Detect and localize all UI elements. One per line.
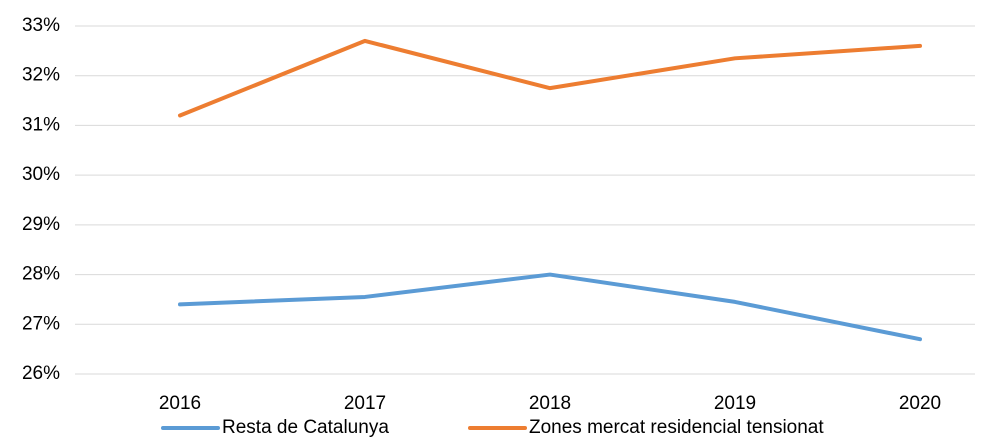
y-tick-label: 33%: [22, 15, 60, 36]
y-tick-label: 31%: [22, 114, 60, 135]
legend-label: Resta de Catalunya: [222, 417, 389, 438]
y-tick-label: 28%: [22, 264, 60, 285]
y-tick-label: 30%: [22, 164, 60, 185]
y-tick-label: 32%: [22, 65, 60, 86]
x-tick-label: 2017: [344, 393, 386, 414]
x-tick-label: 2020: [899, 393, 941, 414]
legend-label: Zones mercat residencial tensionat: [529, 417, 824, 438]
x-tick-label: 2018: [529, 393, 571, 414]
y-tick-label: 29%: [22, 214, 60, 235]
y-tick-label: 27%: [22, 313, 60, 334]
x-tick-label: 2016: [159, 393, 201, 414]
y-tick-label: 26%: [22, 363, 60, 384]
series-line: [178, 272, 922, 342]
series-line: [178, 38, 922, 118]
x-tick-label: 2019: [714, 393, 756, 414]
